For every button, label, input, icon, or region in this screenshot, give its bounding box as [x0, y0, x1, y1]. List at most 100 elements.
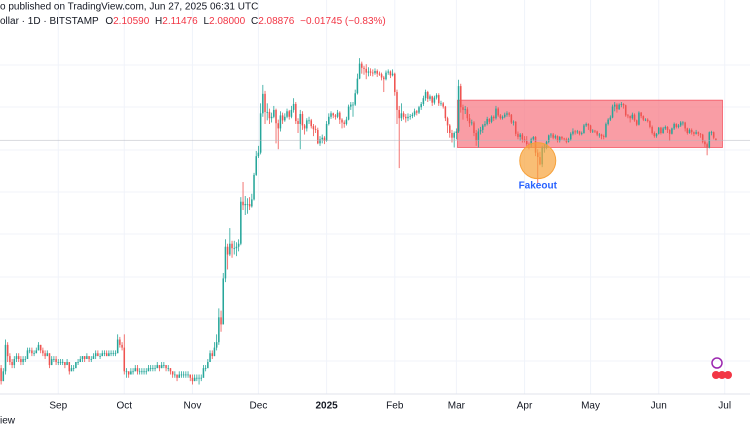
candle-body	[514, 121, 517, 134]
x-tick-label: Feb	[386, 401, 404, 412]
candle-body	[352, 104, 354, 106]
l-label: L	[203, 16, 209, 27]
candle-body	[33, 353, 35, 355]
candle-body	[468, 118, 471, 124]
candle-body	[295, 103, 297, 122]
candle-body	[39, 344, 42, 351]
candle-body	[147, 368, 150, 372]
icon	[724, 371, 732, 379]
candle-body	[561, 136, 563, 139]
candle-body	[508, 113, 510, 115]
candle-body	[26, 350, 29, 360]
candle-body	[671, 128, 673, 134]
candle-body	[521, 134, 524, 140]
candle-body	[332, 113, 334, 116]
candle-body	[363, 67, 365, 69]
candle-body	[2, 371, 5, 382]
candle-body	[563, 138, 565, 140]
candle-body	[213, 347, 216, 357]
candle-body	[495, 108, 497, 119]
candle-body	[611, 106, 614, 118]
candle-body	[319, 139, 321, 144]
candle-body	[530, 139, 532, 146]
candle-body	[424, 92, 427, 99]
fakeout-circle	[519, 142, 557, 180]
candle-body	[330, 113, 332, 117]
candle-body	[180, 374, 183, 376]
candle-body	[464, 109, 466, 111]
candle-body	[519, 134, 521, 137]
candle-body	[429, 96, 431, 99]
h-value: 2.11476	[162, 16, 198, 27]
candle-body	[684, 122, 686, 129]
candle-body	[24, 359, 27, 360]
x-tick-label: Dec	[250, 401, 268, 412]
candle-body	[325, 123, 328, 141]
candle-body	[583, 125, 585, 134]
candle-body	[396, 92, 398, 110]
candle-body	[171, 371, 174, 375]
candle-body	[341, 119, 343, 123]
candle-body	[116, 339, 119, 354]
candle-body	[176, 374, 178, 378]
candle-body	[50, 359, 53, 366]
candle-body	[587, 123, 590, 126]
candle-body	[609, 117, 612, 120]
candle-body	[61, 362, 64, 363]
candle-body	[145, 371, 148, 373]
candle-body	[374, 70, 376, 74]
candle-body	[321, 137, 323, 140]
candle-body	[119, 339, 121, 345]
candle-body	[105, 353, 108, 357]
candle-body	[268, 111, 271, 119]
o-value: 2.10590	[113, 16, 150, 27]
candle-body	[633, 114, 636, 121]
candle-body	[242, 201, 244, 206]
candle-body	[138, 371, 141, 373]
candle-body	[503, 114, 506, 117]
candle-body	[433, 97, 436, 103]
candle-body	[292, 103, 295, 110]
candle-body	[697, 132, 700, 134]
candle-body	[567, 139, 570, 142]
candle-body	[369, 71, 372, 73]
candle-body	[708, 132, 711, 148]
candle-body	[191, 377, 194, 382]
candle-body	[114, 353, 117, 355]
candle-body	[501, 116, 504, 119]
candle-body	[136, 368, 139, 372]
candle-body	[644, 119, 647, 121]
x-tick-label: 2025	[315, 401, 338, 412]
candle-body	[328, 116, 330, 124]
candle-body	[655, 133, 658, 137]
candle-body	[237, 243, 240, 247]
o-label: O	[105, 16, 113, 27]
h-label: H	[155, 16, 162, 27]
l-value: 2.08000	[209, 16, 246, 27]
candle-body	[101, 353, 104, 357]
candle-body	[372, 72, 374, 74]
candle-body	[512, 121, 515, 123]
candle-body	[499, 115, 502, 119]
candle-body	[675, 123, 678, 127]
published-note: o published on TradingView.com, Jun 27, …	[0, 2, 258, 13]
candle-body	[127, 371, 130, 375]
candle-body	[259, 113, 262, 153]
candle-body	[0, 368, 2, 382]
candle-body	[108, 353, 110, 357]
candle-body	[92, 356, 95, 360]
candle-body	[169, 368, 172, 372]
candle-body	[233, 248, 236, 250]
candle-body	[163, 365, 165, 366]
candle-body	[686, 128, 689, 134]
zone-box	[457, 99, 723, 148]
candle-body	[497, 108, 499, 116]
candle-body	[257, 152, 260, 157]
candle-body	[200, 377, 203, 379]
candle-body	[284, 116, 286, 121]
candle-body	[622, 103, 625, 106]
candle-body	[646, 119, 649, 122]
candle-body	[15, 356, 18, 360]
candle-body	[642, 116, 645, 120]
x-tick-label: Jun	[651, 401, 667, 412]
